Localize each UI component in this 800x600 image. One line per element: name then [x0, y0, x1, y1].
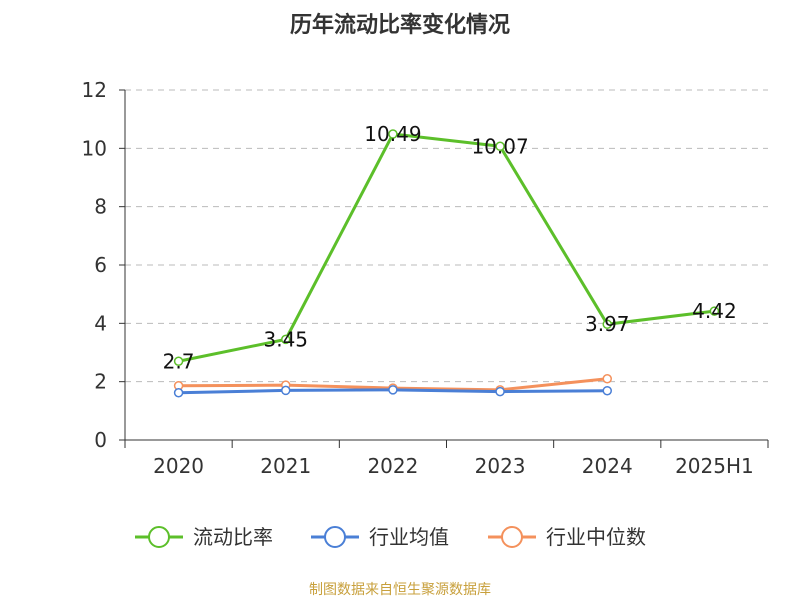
axes: 0 2 4 6 8 10 12 2020 2021 2022 2023 2024 2025H1: [82, 78, 769, 478]
data-point: [602, 319, 612, 329]
data-labels: 2.7 3.45 10.49 10.07 3.97 4.42: [163, 122, 737, 373]
x-tick-label: 2020: [153, 454, 204, 478]
x-tick-label: 2022: [367, 454, 418, 478]
data-point: [602, 374, 612, 384]
legend-label: 行业均值: [369, 525, 449, 549]
x-tick-label: 2021: [260, 454, 311, 478]
series-line-0: [178, 132, 715, 363]
y-tick-label: 0: [94, 428, 107, 452]
data-label: 10.07: [471, 134, 528, 158]
y-tick-label: 10: [82, 136, 107, 160]
legend-marker: [148, 526, 170, 548]
data-label: 3.45: [263, 327, 308, 351]
legend-label: 行业中位数: [546, 525, 646, 549]
data-point: [173, 356, 184, 366]
x-tick-label: 2024: [582, 454, 633, 478]
data-point: [388, 385, 398, 395]
data-point: [388, 129, 398, 139]
y-tick-label: 4: [94, 311, 107, 335]
data-point: [495, 141, 505, 152]
y-tick-label: 2: [94, 370, 107, 394]
data-point: [709, 306, 720, 316]
data-label: 3.97: [585, 312, 630, 336]
x-tick-label: 2023: [475, 454, 526, 478]
source-note: 制图数据来自恒生聚源数据库: [309, 582, 491, 598]
data-point: [495, 386, 505, 397]
data-point: [281, 334, 291, 345]
y-tick-label: 12: [82, 78, 107, 102]
data-point: [281, 385, 291, 396]
grid-lines: [125, 89, 768, 383]
legend-marker: [501, 526, 523, 548]
x-tick-label: 2025H1: [675, 454, 754, 478]
data-label: 10.49: [364, 122, 421, 146]
data-label: 2.7: [163, 349, 195, 373]
legend-label: 流动比率: [193, 525, 273, 549]
data-label: 4.42: [692, 299, 737, 323]
legend-marker: [324, 526, 346, 548]
data-point: [602, 385, 612, 396]
legend: 流动比率 行业均值 行业中位数: [135, 525, 646, 549]
chart-title: 历年流动比率变化情况: [290, 12, 510, 38]
series-layer: [173, 129, 720, 398]
y-tick-label: 8: [94, 195, 107, 219]
data-point: [173, 388, 184, 398]
y-tick-label: 6: [94, 253, 107, 277]
